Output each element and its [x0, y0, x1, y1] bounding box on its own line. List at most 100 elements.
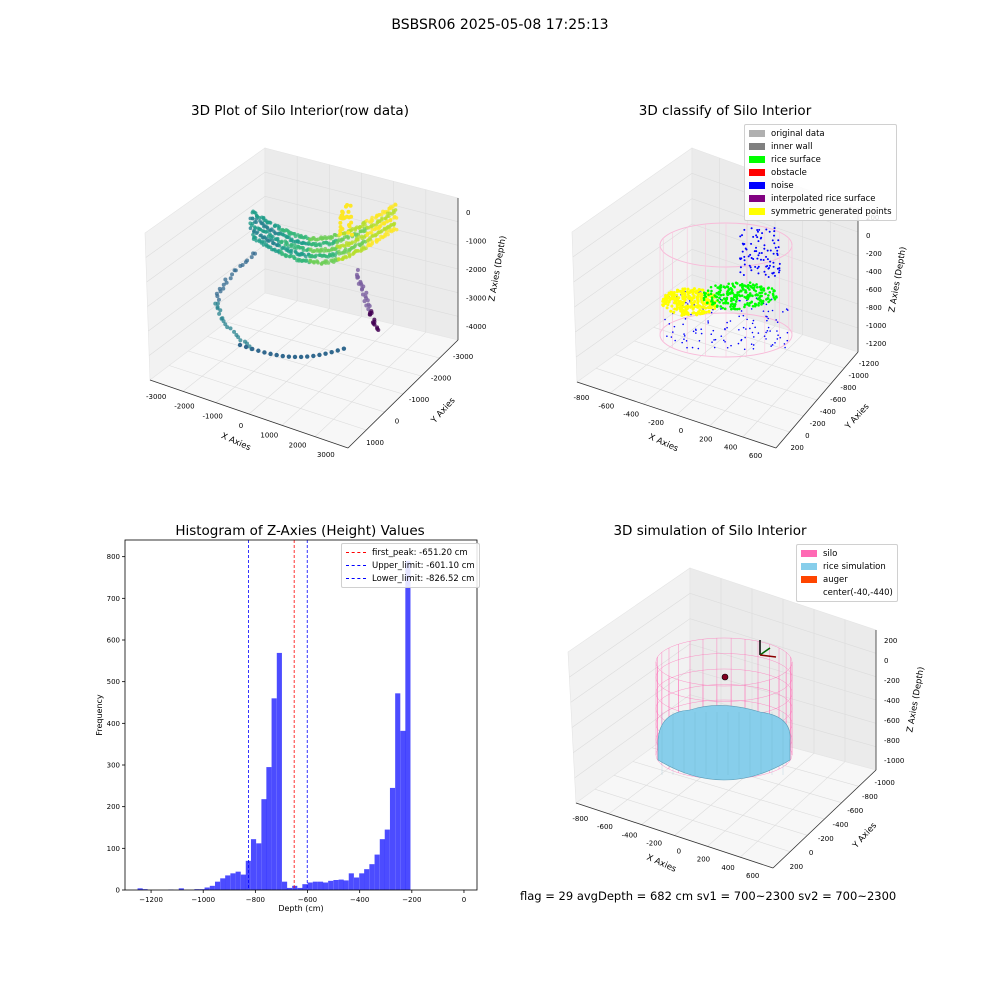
data-point [273, 231, 277, 236]
data-point [254, 220, 258, 225]
legend-label: obstacle [771, 167, 807, 178]
data-point [366, 307, 371, 312]
data-point [353, 243, 358, 247]
noise-point [771, 344, 774, 346]
legend-entry: noise [749, 179, 892, 192]
x-tick-label: -800 [572, 815, 588, 823]
y-axis-label: Y Axies [843, 401, 872, 432]
rice-surface-point [734, 300, 738, 303]
data-point [323, 254, 327, 258]
symmetric-point [665, 306, 669, 310]
noise-point [672, 331, 674, 333]
noise-point [739, 299, 741, 302]
noise-point [720, 308, 722, 310]
data-point [393, 203, 398, 207]
symmetric-point [680, 313, 684, 317]
data-point [253, 226, 258, 230]
data-point [340, 226, 345, 231]
data-point [350, 232, 354, 237]
figure-title: BSBSR06 2025-05-08 17:25:13 [391, 17, 609, 33]
z-tick-label: -4000 [466, 323, 486, 331]
histogram-bar [322, 882, 329, 890]
silo-ring [655, 653, 793, 702]
x-tick-label: 2000 [289, 441, 307, 449]
symmetric-point [682, 295, 686, 299]
data-point [394, 227, 399, 232]
status-line: flag = 29 avgDepth = 682 cm sv1 = 700~23… [520, 889, 897, 903]
histogram-bar [374, 854, 380, 890]
panel-4-title: 3D simulation of Silo Interior [613, 523, 807, 539]
rice-surface-point [760, 291, 764, 294]
rice-surface-point [757, 301, 761, 305]
data-point [272, 241, 277, 246]
x-tick-label: 200 [697, 856, 710, 864]
data-point [243, 260, 248, 265]
rice-surface-point [768, 290, 772, 294]
symmetric-point [696, 293, 700, 297]
data-point [236, 335, 241, 340]
noise-point [683, 335, 686, 337]
data-point [338, 231, 343, 236]
data-point [277, 243, 282, 248]
data-point [329, 349, 334, 355]
noise-point [743, 259, 746, 262]
rice-surface-point [754, 289, 758, 293]
histogram-bar [220, 878, 226, 890]
data-point [394, 216, 399, 220]
rice-surface-point [764, 292, 767, 296]
rice-surface-point [748, 281, 752, 284]
noise-point [739, 266, 742, 269]
x-axis-line [575, 802, 774, 869]
noise-point [771, 239, 774, 242]
legend-entry: silo [801, 547, 893, 560]
rice-surface-point [748, 288, 751, 291]
histogram-bar [338, 879, 344, 890]
y-tick-label: -400 [820, 408, 836, 416]
y-tick-label: -2000 [431, 374, 451, 382]
data-point [254, 238, 259, 243]
data-point [335, 348, 340, 353]
x-axis-label: Depth (cm) [278, 904, 323, 913]
noise-point [782, 311, 784, 313]
z-tick-label: -3000 [466, 294, 486, 302]
auger-marker [721, 673, 729, 681]
noise-point [757, 265, 760, 268]
rice-surface-point [755, 283, 758, 286]
data-point [285, 235, 290, 240]
noise-point [692, 330, 695, 333]
x-tick-label: 0 [462, 896, 466, 904]
z-tick-label: -400 [884, 697, 900, 705]
data-point [256, 348, 261, 353]
rice-surface-point [737, 293, 741, 297]
noise-point [707, 322, 710, 324]
rice-surface-point [740, 282, 744, 286]
noise-point [749, 266, 752, 269]
noise-point [714, 338, 717, 341]
noise-point [766, 319, 768, 322]
rice-surface-point [723, 307, 727, 311]
data-point [217, 311, 222, 316]
noise-point [739, 235, 742, 238]
data-point [364, 246, 368, 251]
data-point [313, 237, 318, 242]
z-tick-label: -200 [884, 677, 900, 685]
data-point [312, 248, 316, 253]
histogram-bar [276, 652, 282, 890]
rice-simulation-surface [657, 705, 791, 781]
data-point [268, 351, 273, 357]
noise-point [765, 331, 767, 334]
symmetric-point [685, 304, 689, 308]
histogram-bar [333, 880, 339, 890]
histogram-bar [343, 880, 349, 890]
legend-label: inner wall [771, 141, 813, 152]
noise-point [724, 341, 726, 343]
noise-point [755, 250, 758, 253]
data-point [347, 215, 352, 220]
data-point [224, 280, 229, 285]
rice-surface-point [726, 293, 730, 297]
noise-point [776, 254, 779, 257]
histogram-bar [266, 767, 272, 890]
data-point [377, 237, 382, 242]
z-tick-label: -1200 [866, 340, 886, 348]
rice-surface-point [719, 293, 723, 297]
